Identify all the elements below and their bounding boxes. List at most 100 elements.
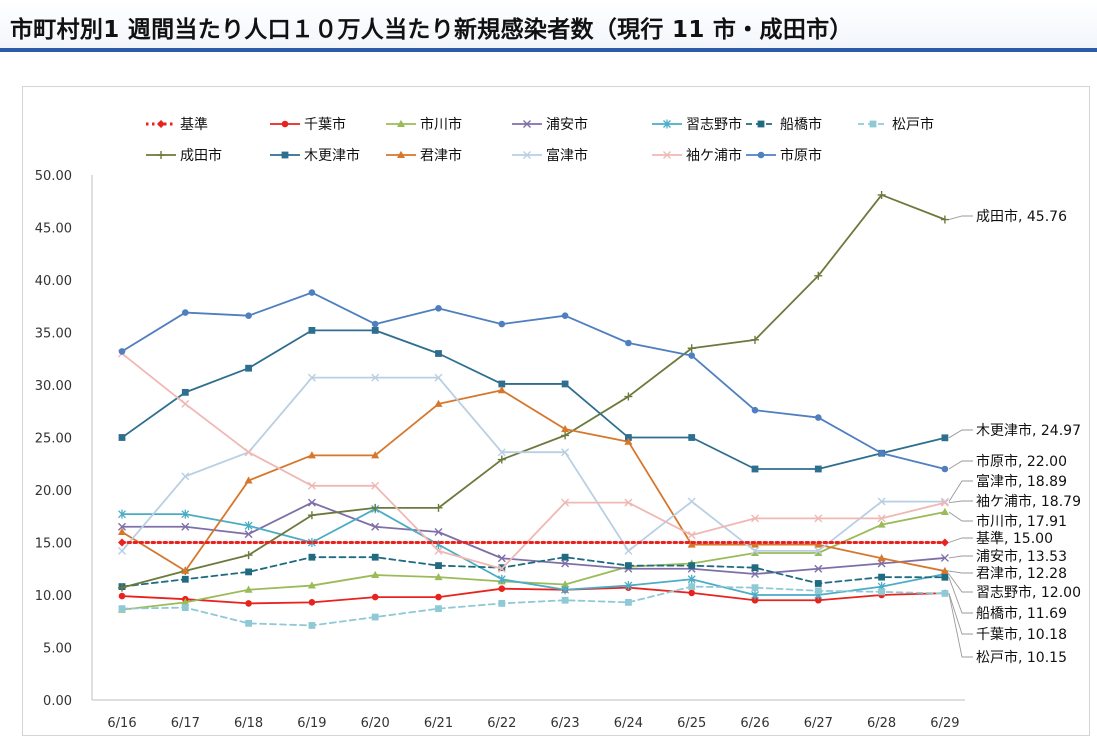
end-label-leader [948, 215, 973, 220]
legend-label: 成田市 [180, 147, 222, 164]
data-point [624, 498, 633, 507]
end-label-text: 浦安市, 13.53 [976, 548, 1067, 565]
legend-label: 君津市 [420, 147, 462, 164]
data-point [940, 553, 949, 562]
legend-marker [663, 151, 671, 159]
series-line [121, 329, 946, 470]
data-point [625, 598, 632, 606]
data-point [434, 572, 443, 581]
legend-marker [523, 151, 531, 159]
x-tick-label: 6/21 [424, 716, 453, 731]
data-point [814, 271, 823, 280]
legend-marker [397, 119, 405, 127]
end-label-text: 習志野市, 12.00 [976, 584, 1081, 601]
data-point [751, 564, 759, 572]
end-label: 市原市, 22.00 [948, 453, 1067, 470]
data-point [181, 522, 190, 531]
x-tick-label: 6/20 [361, 716, 390, 731]
legend-item: 浦安市 [512, 116, 588, 133]
page-title: 市町村別1 週間当たり人口１０万人当たり新規感染者数（現行 11 市・成田市） [10, 17, 853, 43]
legend-item: 木更津市 [270, 147, 360, 164]
end-label: 船橋市, 11.69 [948, 577, 1067, 622]
data-point [561, 424, 570, 433]
series-1 [118, 584, 949, 607]
data-point [561, 553, 569, 561]
x-tick-label: 6/16 [107, 716, 136, 731]
data-point [814, 587, 822, 595]
data-point [371, 503, 380, 512]
data-point [371, 451, 380, 459]
y-tick-label: 20.00 [35, 484, 72, 499]
end-label-text: 市原市, 22.00 [976, 453, 1067, 470]
data-point [687, 531, 696, 540]
legend-label: 富津市 [546, 147, 588, 164]
data-point [561, 498, 570, 507]
data-point [625, 562, 632, 569]
data-point [434, 528, 443, 536]
legend-marker [281, 151, 289, 159]
y-tick-label: 10.00 [35, 589, 72, 604]
data-point [625, 339, 632, 347]
end-label-leader [948, 577, 973, 614]
series-line [121, 585, 946, 627]
data-point [624, 437, 633, 445]
data-point [687, 344, 696, 353]
data-point [815, 596, 822, 604]
data-point [941, 590, 949, 597]
data-point [814, 546, 823, 555]
series-3 [118, 498, 949, 578]
data-point [434, 503, 443, 512]
chart-frame [22, 86, 1090, 736]
data-point [181, 598, 190, 606]
x-tick-label: 6/18 [234, 716, 263, 731]
legend-label: 習志野市 [686, 116, 742, 133]
data-point [118, 538, 126, 547]
data-point [308, 599, 316, 606]
data-point [751, 546, 759, 555]
data-point [878, 449, 885, 457]
data-point [118, 592, 126, 600]
data-point [245, 364, 252, 372]
legend-label: 袖ケ浦市 [686, 147, 742, 164]
data-point [182, 309, 189, 316]
data-point [118, 434, 126, 441]
y-tick-label: 35.00 [35, 327, 72, 342]
data-point [940, 498, 949, 507]
series-6 [118, 583, 949, 629]
x-tick-label: 6/17 [171, 716, 200, 731]
data-point [814, 465, 822, 473]
data-point [688, 583, 696, 590]
series-7 [118, 190, 949, 592]
data-point [181, 399, 190, 408]
series-line [121, 376, 946, 552]
series-8 [118, 327, 949, 473]
data-point [308, 289, 316, 296]
data-point [371, 593, 379, 601]
data-point [371, 553, 379, 561]
y-tick-label: 25.00 [35, 432, 72, 447]
legend-label: 千葉市 [304, 116, 346, 133]
data-point [497, 574, 506, 584]
y-tick-label: 15.00 [35, 537, 72, 552]
data-point [244, 476, 253, 484]
data-point [244, 448, 253, 457]
series-0 [118, 538, 949, 547]
data-point [371, 570, 380, 579]
y-tick-label: 0.00 [43, 694, 72, 709]
data-point [561, 585, 570, 595]
data-point [561, 448, 570, 457]
data-point [118, 348, 126, 355]
data-point [118, 527, 126, 535]
data-point [751, 406, 759, 414]
data-point [498, 600, 506, 607]
y-tick-label: 50.00 [35, 169, 72, 184]
data-point [181, 604, 189, 611]
data-point [497, 455, 506, 464]
data-point [245, 312, 252, 320]
data-point [371, 327, 379, 334]
data-point [624, 392, 633, 401]
data-point [624, 546, 633, 555]
data-point [561, 431, 570, 440]
